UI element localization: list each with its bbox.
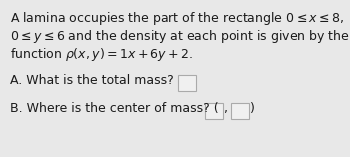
- Bar: [178, 75, 196, 91]
- Bar: [231, 103, 249, 119]
- Text: A. What is the total mass?: A. What is the total mass?: [10, 74, 174, 87]
- Text: ,: ,: [224, 102, 228, 115]
- Bar: [205, 103, 223, 119]
- Text: $0 \leq y \leq 6$ and the density at each point is given by the: $0 \leq y \leq 6$ and the density at eac…: [10, 28, 350, 45]
- Text: B. Where is the center of mass? (: B. Where is the center of mass? (: [10, 102, 219, 115]
- Text: ): ): [250, 102, 255, 115]
- Text: function $\rho(x, y) = 1x + 6y + 2$.: function $\rho(x, y) = 1x + 6y + 2$.: [10, 46, 193, 63]
- Text: A lamina occupies the part of the rectangle $0 \leq x \leq 8$,: A lamina occupies the part of the rectan…: [10, 10, 344, 27]
